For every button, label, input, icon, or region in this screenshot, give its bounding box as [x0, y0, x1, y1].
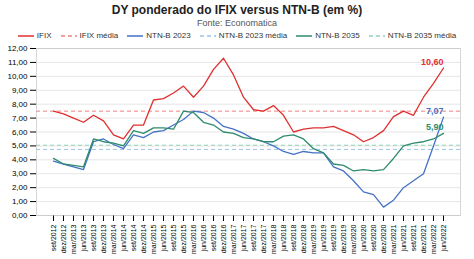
svg-text:5,90: 5,90	[426, 122, 444, 132]
svg-text:jun/2014: jun/2014	[120, 224, 128, 252]
html-text:NTN-B 2023: NTN-B 2023	[146, 31, 191, 40]
svg-text:mar/2017: mar/2017	[230, 224, 237, 254]
svg-text:dez/2015: dez/2015	[180, 224, 187, 253]
svg-text:mar/2018: mar/2018	[270, 224, 277, 254]
svg-text:jun/2017: jun/2017	[240, 224, 248, 252]
svg-text:3,00: 3,00	[12, 169, 28, 178]
html-text:NTN-B 2035: NTN-B 2035	[315, 31, 360, 40]
svg-text:jun/2013: jun/2013	[80, 224, 88, 252]
svg-text:set/2017: set/2017	[250, 224, 257, 251]
svg-text:set/2015: set/2015	[170, 224, 177, 251]
svg-text:5,00: 5,00	[12, 141, 28, 150]
svg-text:set/2021: set/2021	[410, 224, 417, 251]
svg-text:jun/2021: jun/2021	[400, 224, 408, 252]
svg-text:11,00: 11,00	[8, 58, 28, 67]
svg-text:dez/2014: dez/2014	[140, 224, 147, 253]
svg-text:jun/2020: jun/2020	[360, 224, 368, 252]
svg-text:jun/2022: jun/2022	[440, 224, 448, 252]
svg-text:mar/2020: mar/2020	[350, 224, 357, 254]
svg-text:1,00: 1,00	[12, 197, 28, 206]
svg-text:mar/2013: mar/2013	[70, 224, 77, 254]
svg-text:2,00: 2,00	[12, 183, 28, 192]
svg-text:dez/2018: dez/2018	[300, 224, 307, 253]
svg-text:dez/2016: dez/2016	[220, 224, 227, 253]
svg-text:7,07: 7,07	[426, 106, 444, 116]
html-text:Fonte: Economatica: Fonte: Economatica	[197, 18, 277, 28]
svg-text:mar/2019: mar/2019	[310, 224, 317, 254]
svg-text:dez/2017: dez/2017	[260, 224, 267, 253]
svg-text:jun/2018: jun/2018	[280, 224, 288, 252]
svg-text:mar/2014: mar/2014	[110, 224, 117, 254]
svg-text:9,00: 9,00	[12, 86, 28, 95]
html-text:DY ponderado do IFIX versus NT: DY ponderado do IFIX versus NTN-B (em %)	[111, 3, 363, 17]
svg-text:dez/2012: dez/2012	[60, 224, 67, 253]
svg-text:set/2016: set/2016	[210, 224, 217, 251]
svg-text:set/2013: set/2013	[90, 224, 97, 251]
html-text:IFIX média: IFIX média	[79, 31, 119, 40]
svg-text:dez/2019: dez/2019	[340, 224, 347, 253]
svg-text:6,00: 6,00	[12, 128, 28, 137]
svg-text:8,00: 8,00	[12, 100, 28, 109]
svg-text:set/2012: set/2012	[50, 224, 57, 251]
svg-text:set/2014: set/2014	[130, 224, 137, 251]
svg-text:jun/2016: jun/2016	[200, 224, 208, 252]
svg-text:jun/2015: jun/2015	[160, 224, 168, 252]
svg-text:set/2020: set/2020	[370, 224, 377, 251]
svg-text:dez/2021: dez/2021	[420, 224, 427, 253]
svg-text:jun/2019: jun/2019	[320, 224, 328, 252]
svg-text:10,60: 10,60	[421, 57, 444, 67]
svg-text:set/2018: set/2018	[290, 224, 297, 251]
svg-text:mar/2015: mar/2015	[150, 224, 157, 254]
svg-text:mar/2016: mar/2016	[190, 224, 197, 254]
svg-text:12,00: 12,00	[7, 44, 28, 53]
html-text:NTN-B 2035 média: NTN-B 2035 média	[387, 31, 457, 40]
svg-text:0,00: 0,00	[12, 211, 28, 220]
svg-text:7,00: 7,00	[12, 114, 28, 123]
svg-text:mar/2021: mar/2021	[390, 224, 397, 254]
html-text:NTN-B 2023 média: NTN-B 2023 média	[218, 31, 288, 40]
svg-text:4,00: 4,00	[12, 155, 28, 164]
svg-text:dez/2020: dez/2020	[380, 224, 387, 253]
html-text:IFIX: IFIX	[36, 31, 52, 40]
svg-text:dez/2013: dez/2013	[100, 224, 107, 253]
svg-text:10,00: 10,00	[7, 72, 28, 81]
svg-text:set/2019: set/2019	[330, 224, 337, 251]
svg-text:mar/2022: mar/2022	[430, 224, 437, 254]
